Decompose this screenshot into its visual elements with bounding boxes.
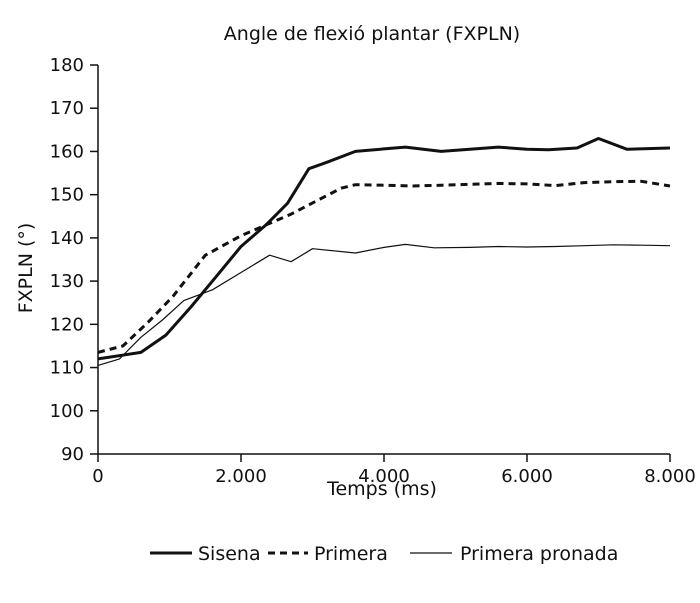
- x-tick-label: 0: [92, 466, 103, 487]
- x-tick-label: 6.000: [501, 466, 553, 487]
- y-axis-label: FXPLN (°): [15, 223, 37, 314]
- y-tick-label: 150: [50, 185, 84, 206]
- y-tick-label: 100: [50, 401, 84, 422]
- chart-title: Angle de flexió plantar (FXPLN): [224, 23, 520, 45]
- y-tick-label: 160: [50, 141, 84, 162]
- series-line-sisena: [97, 137, 671, 361]
- y-tick-label: 120: [50, 314, 84, 335]
- x-axis-label: Temps (ms): [326, 478, 437, 500]
- plot-area: 90 100 110 120 130 140 150 160 170 180 0 2.000 4.000…: [50, 55, 696, 487]
- y-tick-label: 90: [61, 444, 84, 465]
- legend-label: Sisena: [198, 543, 261, 565]
- legend-label: Primera pronada: [460, 543, 618, 565]
- y-tick-label: 140: [50, 228, 84, 249]
- y-tick-label: 110: [50, 358, 84, 379]
- series-line-primera: [97, 179, 671, 354]
- y-tick-label: 130: [50, 271, 84, 292]
- series-line-primera-pronada: [97, 243, 671, 366]
- legend-label: Primera: [314, 543, 388, 565]
- y-tick-label: 180: [50, 55, 84, 76]
- y-tick-label: 170: [50, 98, 84, 119]
- x-tick-label: 2.000: [215, 466, 267, 487]
- legend: Sisena Primera Primera pronada: [150, 543, 618, 565]
- x-tick-label: 8.000: [644, 466, 696, 487]
- x-tick-label: 4.000: [358, 466, 410, 487]
